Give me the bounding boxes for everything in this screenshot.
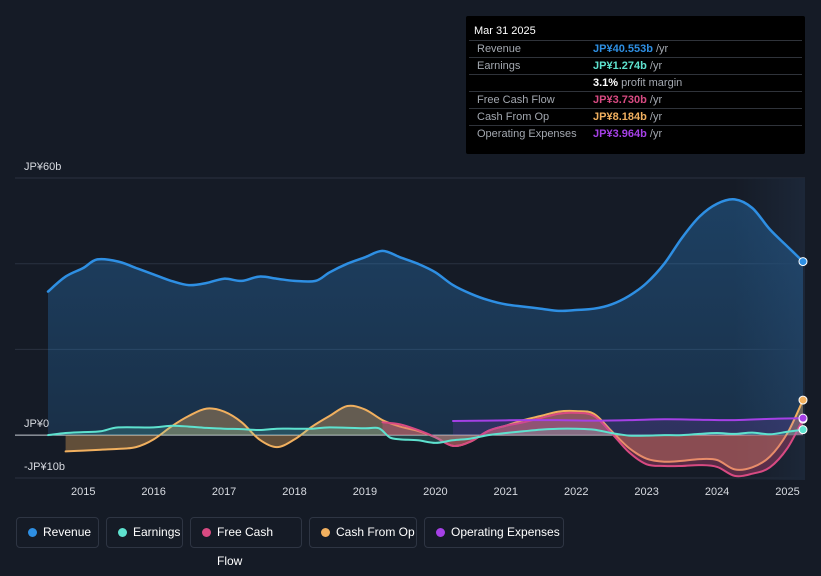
x-tick-label: 2018	[282, 486, 306, 498]
tooltip-row-unit: /yr	[646, 94, 663, 106]
x-tick-label: 2017	[212, 486, 236, 498]
legend-item-free-cash-flow[interactable]: Free Cash Flow	[190, 517, 302, 568]
y-label-top: JP¥60b	[24, 161, 61, 173]
x-tick-label: 2015	[71, 486, 95, 498]
operating-expenses-endpoint	[798, 413, 808, 423]
legend-item-earnings[interactable]: Earnings	[106, 517, 183, 548]
legend-dot-icon	[321, 528, 330, 537]
legend-item-revenue[interactable]: Revenue	[16, 517, 99, 548]
earnings-area	[48, 425, 803, 443]
tooltip-row-label: Revenue	[477, 43, 522, 55]
legend-label: Free Cash Flow	[217, 525, 274, 568]
legend-item-cash-from-op[interactable]: Cash From Op	[309, 517, 417, 548]
tooltip-row-unit: /yr	[646, 60, 663, 72]
tooltip-row-unit: /yr	[646, 128, 663, 140]
revenue-area	[48, 199, 803, 436]
y-label-zero: JP¥0	[24, 418, 49, 430]
x-tick-label: 2021	[494, 486, 518, 498]
tooltip-row-unit: /yr	[652, 43, 669, 55]
legend-dot-icon	[202, 528, 211, 537]
tooltip-row: Revenue JP¥40.553b /yr	[469, 40, 802, 58]
revenue-line	[46, 198, 805, 313]
revenue-endpoint	[798, 257, 808, 267]
tooltip-row-value: JP¥3.964b /yr	[593, 128, 663, 140]
tooltip-row-value: 3.1% profit margin	[593, 77, 683, 89]
tooltip-row-unit: /yr	[646, 111, 663, 123]
tooltip-date: Mar 31 2025	[474, 25, 536, 37]
tooltip-row-value: JP¥1.274b /yr	[593, 60, 663, 72]
tooltip-row: Operating Expenses JP¥3.964b /yr	[469, 125, 802, 143]
tooltip-row-label: Operating Expenses	[477, 128, 577, 140]
tooltip-row-value: JP¥40.553b /yr	[593, 43, 669, 55]
tooltip-row-label: Free Cash Flow	[477, 94, 555, 106]
legend-dot-icon	[28, 528, 37, 537]
x-tick-label: 2025	[775, 486, 799, 498]
tooltip-row-unit: profit margin	[618, 77, 683, 89]
x-tick-label: 2019	[353, 486, 377, 498]
tooltip-row: Cash From Op JP¥8.184b /yr	[469, 108, 802, 126]
earnings-endpoint	[798, 425, 808, 435]
x-tick-label: 2023	[634, 486, 658, 498]
legend-label: Cash From Op	[336, 525, 415, 539]
legend-item-operating-expenses[interactable]: Operating Expenses	[424, 517, 564, 548]
tooltip-row: 3.1% profit margin	[469, 74, 802, 92]
legend-label: Earnings	[133, 525, 181, 539]
x-tick-label: 2024	[705, 486, 729, 498]
x-tick-label: 2020	[423, 486, 447, 498]
legend-label: Revenue	[43, 525, 92, 539]
tooltip-row: Free Cash Flow JP¥3.730b /yr	[469, 91, 802, 109]
operating-expenses-area	[453, 418, 803, 436]
legend-dot-icon	[118, 528, 127, 537]
x-tick-label: 2016	[141, 486, 165, 498]
tooltip-row: Earnings JP¥1.274b /yr	[469, 57, 802, 75]
x-tick-label: 2022	[564, 486, 588, 498]
free-cash-flow-line	[381, 411, 804, 478]
tooltip-row-label: Cash From Op	[477, 111, 550, 123]
legend-dot-icon	[436, 528, 445, 537]
cash-from-op-area	[65, 400, 804, 470]
legend-label: Operating Expenses	[451, 525, 560, 539]
tooltip-panel: Mar 31 2025 Revenue JP¥40.553b /yr Earning…	[466, 16, 805, 154]
free-cash-flow-area	[382, 412, 803, 477]
tooltip-row-value: JP¥3.730b /yr	[593, 94, 663, 106]
operating-expenses-line	[452, 417, 804, 422]
earnings-line	[47, 424, 804, 444]
tooltip-row-label: Earnings	[477, 60, 521, 72]
tooltip-row-value: JP¥8.184b /yr	[593, 111, 663, 123]
cash-from-op-endpoint	[798, 395, 808, 405]
chart-canvas: JP¥60b JP¥0 -JP¥10b 2015 2016 2017 2018 2019 202…	[15, 161, 808, 498]
y-label-bottom: -JP¥10b	[24, 461, 65, 473]
